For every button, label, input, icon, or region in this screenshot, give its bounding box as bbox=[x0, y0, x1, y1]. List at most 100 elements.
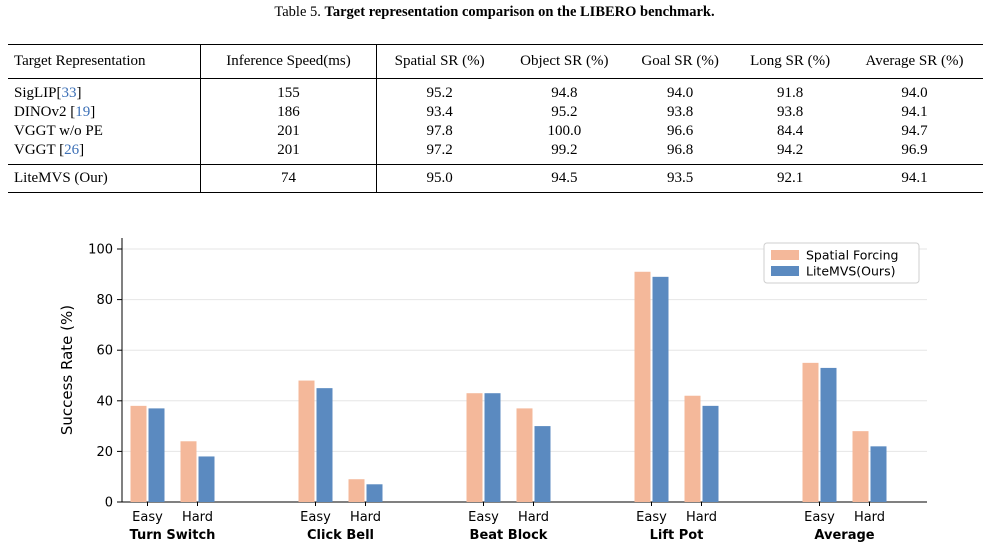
x-tick-label: Easy bbox=[132, 510, 163, 525]
legend-swatch bbox=[771, 266, 799, 276]
table-cell: 95.0 bbox=[376, 164, 503, 193]
table-row: SigLIP[33] 155 95.2 94.8 94.0 91.8 94.0 bbox=[8, 78, 983, 103]
table-cell: 155 bbox=[200, 78, 377, 103]
target-name-text: LiteMVS (Our) bbox=[14, 170, 108, 186]
legend-box bbox=[763, 242, 920, 284]
x-tick-label: Easy bbox=[468, 510, 499, 525]
table-cell: 94.0 bbox=[901, 85, 928, 101]
group-label: Click Bell bbox=[307, 528, 374, 543]
table-cell: 92.1 bbox=[734, 164, 847, 193]
table-header-row: Target Representation Inference Speed(ms… bbox=[8, 44, 983, 79]
x-tick-label: Hard bbox=[518, 510, 549, 525]
bar-spatial-forcing bbox=[634, 271, 651, 502]
x-tick-label: Hard bbox=[350, 510, 381, 525]
table-cell: 93.8 bbox=[777, 104, 804, 120]
table-cell: 95.2 bbox=[551, 104, 578, 120]
table-cell: 99.2 bbox=[551, 142, 578, 158]
table-cell: 97.2 bbox=[426, 142, 453, 158]
success-rate-bar-chart: 0 20 40 60 80 100 Success Rate (%) Easy Hard Turn… bbox=[58, 238, 927, 543]
y-tick-label: 20 bbox=[96, 445, 113, 460]
table-cell: 94.8 bbox=[551, 85, 578, 101]
caption-label: Table 5. bbox=[274, 4, 321, 20]
table-cell: 201 bbox=[200, 122, 377, 141]
x-tick-label: Hard bbox=[686, 510, 717, 525]
group-label: Beat Block bbox=[470, 528, 548, 543]
bar-spatial-forcing bbox=[180, 441, 197, 502]
table-cell: 96.8 bbox=[667, 142, 694, 158]
table-cell: 93.8 bbox=[667, 104, 694, 120]
citation-link[interactable]: 19 bbox=[75, 104, 91, 120]
y-axis-label: Success Rate (%) bbox=[58, 305, 76, 435]
bar-litemvs bbox=[484, 393, 501, 502]
table-cell: 94.5 bbox=[502, 164, 627, 193]
bar-spatial-forcing bbox=[130, 405, 147, 502]
table-row: VGGT w/o PE 201 97.8 100.0 96.6 84.4 94.7 bbox=[8, 122, 983, 141]
legend-label: Spatial Forcing bbox=[806, 248, 898, 263]
group-label: Average bbox=[814, 528, 874, 543]
header-spatial-sr: Spatial SR (%) bbox=[394, 53, 485, 69]
header-target-representation: Target Representation bbox=[8, 44, 202, 79]
table-cell: 93.4 bbox=[426, 104, 453, 120]
bar-spatial-forcing bbox=[466, 393, 483, 502]
table-caption: Table 5. Target representation compariso… bbox=[0, 4, 989, 21]
table-cell: 186 bbox=[200, 103, 377, 122]
table-cell: 94.7 bbox=[901, 123, 928, 139]
table-cell: 97.8 bbox=[426, 123, 453, 139]
table-cell: 96.6 bbox=[667, 123, 694, 139]
bar-litemvs bbox=[366, 484, 383, 502]
bar-litemvs bbox=[870, 446, 887, 502]
bar-spatial-forcing bbox=[684, 395, 701, 502]
row-target-name: DINOv2 [19] bbox=[8, 103, 202, 122]
citation-link[interactable]: 33 bbox=[61, 85, 77, 101]
group-label: Lift Pot bbox=[650, 528, 704, 543]
x-tick-label: Hard bbox=[182, 510, 213, 525]
table-cell: 93.5 bbox=[626, 164, 735, 193]
table-cell: 201 bbox=[200, 141, 377, 165]
bar-litemvs bbox=[198, 456, 215, 502]
header-inference-speed: Inference Speed(ms) bbox=[200, 44, 377, 79]
x-tick-label: Easy bbox=[804, 510, 835, 525]
table-row: LiteMVS (Our) 74 95.0 94.5 93.5 92.1 94.1 bbox=[8, 164, 983, 193]
header-goal-sr: Goal SR (%) bbox=[641, 53, 719, 69]
table-cell: 84.4 bbox=[777, 123, 804, 139]
bar-spatial-forcing bbox=[802, 362, 819, 502]
table-cell: 94.1 bbox=[901, 104, 928, 120]
row-target-name: LiteMVS (Our) bbox=[8, 164, 202, 193]
table-cell: 94.0 bbox=[667, 85, 694, 101]
results-table: Target Representation Inference Speed(ms… bbox=[8, 44, 983, 193]
citation-link[interactable]: 26 bbox=[64, 142, 80, 158]
table-row: DINOv2 [19] 186 93.4 95.2 93.8 93.8 94.1 bbox=[8, 103, 983, 122]
bar-litemvs bbox=[652, 276, 669, 502]
header-average-sr: Average SR (%) bbox=[865, 53, 964, 69]
table-cell: 94.2 bbox=[777, 142, 804, 158]
y-tick-label: 40 bbox=[96, 394, 113, 409]
y-tick-label: 60 bbox=[96, 344, 113, 359]
table-cell: 100.0 bbox=[547, 123, 582, 139]
target-name-text: VGGT bbox=[14, 142, 60, 158]
header-object-sr: Object SR (%) bbox=[520, 53, 609, 69]
legend-swatch bbox=[771, 250, 799, 260]
bar-litemvs bbox=[820, 367, 837, 502]
bar-litemvs bbox=[702, 405, 719, 502]
x-tick-label: Hard bbox=[854, 510, 885, 525]
target-name-text: DINOv2 bbox=[14, 104, 71, 120]
target-name-text: SigLIP bbox=[14, 85, 57, 101]
table-cell: 94.1 bbox=[846, 164, 983, 193]
target-name-text: VGGT w/o PE bbox=[14, 123, 103, 139]
row-target-name: VGGT w/o PE bbox=[8, 122, 202, 141]
row-target-name: VGGT [26] bbox=[8, 141, 202, 165]
caption-title: Target representation comparison on the … bbox=[324, 4, 715, 20]
group-label: Turn Switch bbox=[130, 528, 216, 543]
table-row: VGGT [26] 201 97.2 99.2 96.8 94.2 96.9 bbox=[8, 141, 983, 165]
bar-litemvs bbox=[316, 388, 333, 502]
table-cell: 95.2 bbox=[426, 85, 453, 101]
y-tick-label: 80 bbox=[96, 293, 113, 308]
bar-spatial-forcing bbox=[298, 380, 315, 502]
legend-label: LiteMVS(Ours) bbox=[806, 264, 895, 279]
bar-litemvs bbox=[534, 426, 551, 502]
bar-spatial-forcing bbox=[348, 479, 365, 502]
table-cell: 74 bbox=[200, 164, 377, 193]
bar-spatial-forcing bbox=[852, 431, 869, 502]
y-tick-label: 100 bbox=[88, 243, 113, 258]
y-tick-label: 0 bbox=[105, 496, 113, 511]
